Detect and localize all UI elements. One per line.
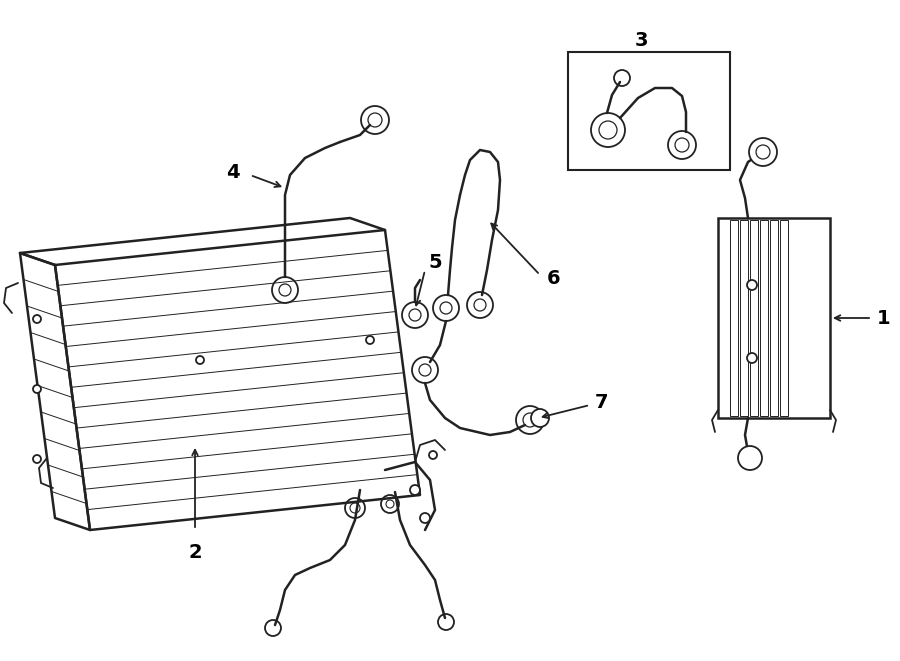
Bar [740,220,748,416]
Text: 4: 4 [227,163,240,182]
Circle shape [33,455,41,463]
Circle shape [410,485,420,495]
Text: 5: 5 [428,253,442,272]
Circle shape [749,138,777,166]
Text: 7: 7 [595,393,608,412]
Circle shape [738,446,762,470]
Circle shape [33,385,41,393]
Bar [730,220,738,416]
Circle shape [366,336,374,344]
Text: 6: 6 [547,268,561,288]
Bar [770,220,778,416]
Circle shape [420,513,430,523]
Text: 3: 3 [634,30,648,50]
Bar [718,218,830,418]
Bar [568,52,730,170]
Circle shape [747,353,757,363]
Circle shape [196,356,204,364]
Bar [750,220,758,416]
Bar [780,220,788,416]
Circle shape [33,315,41,323]
Text: 2: 2 [188,543,202,562]
Circle shape [747,280,757,290]
Circle shape [531,409,549,427]
Circle shape [429,451,437,459]
Bar [760,220,768,416]
Text: 1: 1 [877,309,891,327]
